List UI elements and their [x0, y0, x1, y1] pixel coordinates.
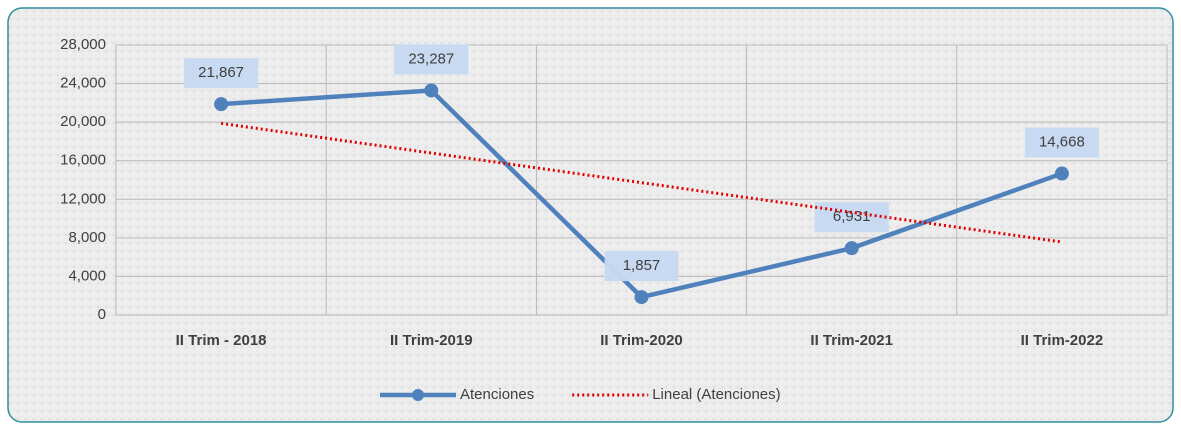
- trend-line: [220, 121, 1063, 244]
- x-tick-label: II Trim-2019: [390, 332, 473, 349]
- y-tick-label: 16,000: [60, 152, 106, 169]
- data-label: 21,867: [198, 64, 244, 81]
- y-tick-label: 28,000: [60, 36, 106, 53]
- y-tick-label: 12,000: [60, 190, 106, 207]
- x-tick-label: II Trim-2020: [600, 332, 683, 349]
- data-label-box: [394, 44, 469, 75]
- data-label: 14,668: [1039, 134, 1085, 151]
- x-tick-label: II Trim - 2018: [176, 332, 267, 349]
- point: [634, 290, 649, 305]
- legend-label: Lineal (Atenciones): [652, 386, 780, 403]
- point: [214, 97, 229, 112]
- legend-label: Atenciones: [460, 386, 534, 403]
- data-label: 23,287: [408, 50, 454, 67]
- data-label: 1,857: [623, 257, 661, 274]
- y-tick-label: 8,000: [68, 229, 106, 246]
- point: [1054, 166, 1069, 181]
- data-label: 6,931: [833, 208, 871, 225]
- chart-frame: [7, 7, 1174, 423]
- y-tick-label: 24,000: [60, 75, 106, 92]
- legend-marker: [412, 389, 424, 401]
- point: [844, 241, 859, 256]
- x-tick-label: II Trim-2021: [810, 332, 893, 349]
- y-tick-label: 20,000: [60, 113, 106, 130]
- x-tick-label: II Trim-2022: [1021, 332, 1104, 349]
- data-label-box: [1024, 127, 1099, 158]
- data-label-box: [184, 58, 259, 89]
- y-tick-label: 0: [98, 306, 106, 323]
- point: [424, 83, 439, 98]
- data-label-box: [604, 251, 679, 282]
- y-tick-label: 4,000: [68, 267, 106, 284]
